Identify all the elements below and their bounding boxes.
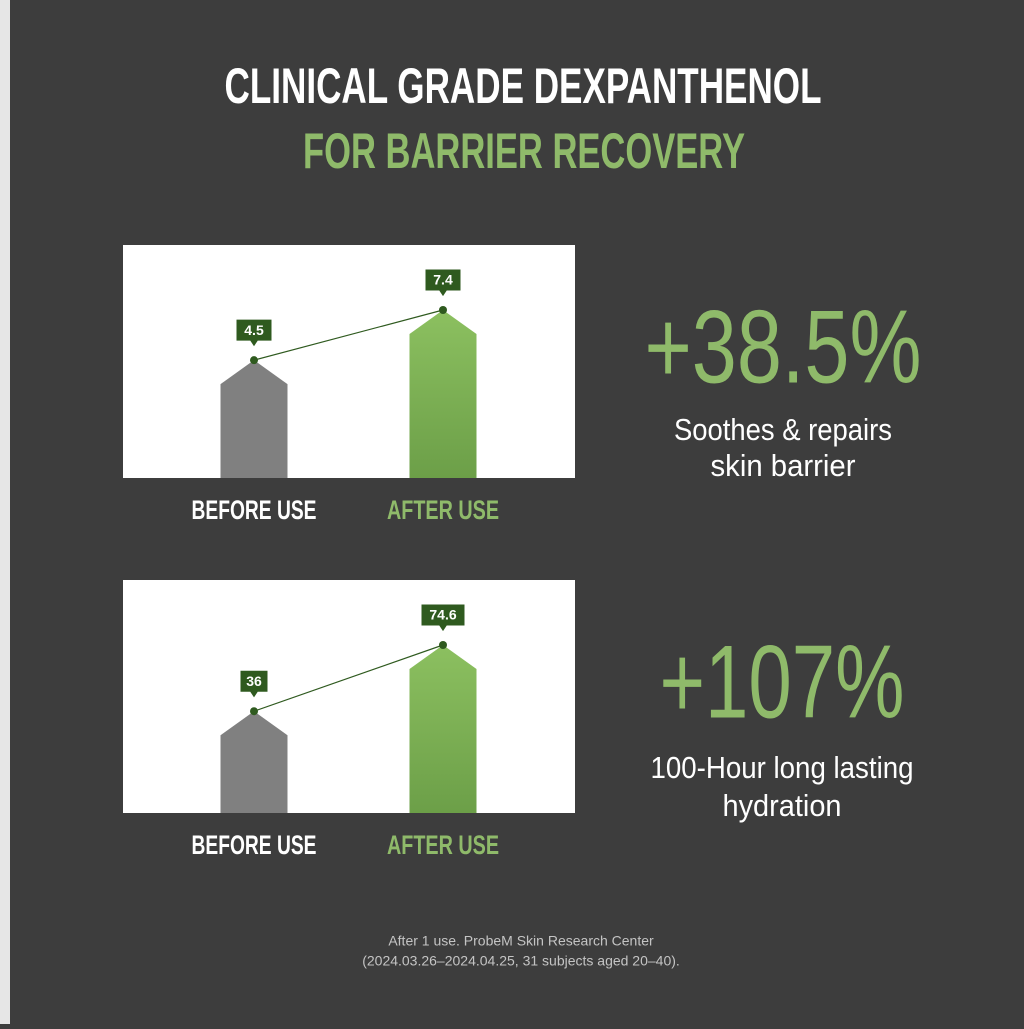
bar [409,645,477,813]
caption: Soothes & repairs [674,412,892,447]
footnote: (2024.03.26–2024.04.25, 31 subjects aged… [362,953,680,969]
trend-line [253,309,444,361]
point [250,356,258,365]
subtitle: FOR BARRIER RECOVERY [303,123,745,179]
category-label: AFTER USE [387,495,499,525]
footnote: After 1 use. ProbeM Skin Research Center [388,933,654,949]
value-tag [235,318,273,349]
caption: hydration [723,788,842,823]
value-label: 36 [246,673,262,689]
category-label: BEFORE USE [192,495,317,525]
point [439,306,447,314]
chart-panel [123,580,575,813]
value-tag [239,669,269,700]
bar [409,310,477,478]
bar [220,711,288,813]
category-label: AFTER USE [387,830,499,860]
point [439,641,447,649]
callout: +38.5% [645,289,922,405]
callout: +107% [660,624,905,740]
caption: skin barrier [711,448,856,483]
trend-line [253,644,444,712]
value-label: 7.4 [433,272,453,288]
caption: 100-Hour long lasting [651,750,914,785]
bar [220,360,288,478]
category-label: BEFORE USE [192,830,317,860]
value-tag [420,603,466,633]
edge-strip [0,0,10,1024]
title: CLINICAL GRADE DEXPANTHENOL [225,58,822,114]
value-tag [424,268,462,298]
point [250,707,258,716]
value-label: 4.5 [244,322,264,338]
chart-panel [123,245,575,478]
value-label: 74.6 [429,607,456,623]
